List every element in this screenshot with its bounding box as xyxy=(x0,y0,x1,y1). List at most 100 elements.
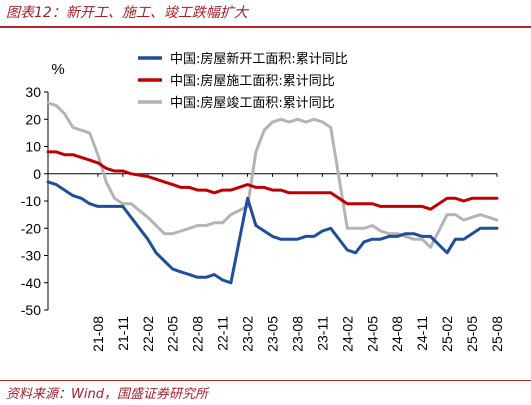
data-point xyxy=(121,169,125,173)
x-tick-label: 24-08 xyxy=(389,316,405,352)
data-point xyxy=(88,158,91,162)
x-tick-label: 25-05 xyxy=(464,316,480,352)
data-point xyxy=(454,197,457,200)
data-point xyxy=(479,197,482,200)
data-point xyxy=(221,188,224,192)
data-point xyxy=(96,161,100,165)
data-point xyxy=(495,218,499,222)
x-tick-label: 22-02 xyxy=(140,316,156,352)
data-point xyxy=(387,205,391,208)
x-tick-label: 25-08 xyxy=(489,316,505,352)
data-point xyxy=(445,251,449,254)
data-point xyxy=(71,126,75,129)
data-point xyxy=(213,273,216,276)
data-point xyxy=(312,191,316,195)
data-point xyxy=(262,186,266,189)
data-point xyxy=(55,183,58,186)
data-point xyxy=(188,186,191,189)
data-point xyxy=(80,197,83,200)
data-point xyxy=(146,216,149,219)
data-point xyxy=(462,218,465,222)
legend-label-2: 中国:房屋竣工面积:累计同比 xyxy=(170,95,335,111)
data-point xyxy=(304,191,307,195)
x-tick-label: 24-05 xyxy=(364,316,380,352)
data-point xyxy=(387,235,391,238)
data-point xyxy=(229,281,233,284)
data-point xyxy=(179,186,183,189)
data-point xyxy=(113,205,116,208)
y-tick-label: 30 xyxy=(25,84,41,100)
data-point xyxy=(80,156,83,159)
y-tick-label: -30 xyxy=(21,248,41,264)
data-point xyxy=(129,216,133,219)
x-tick-label: 23-11 xyxy=(314,316,330,351)
data-point xyxy=(445,197,449,200)
data-point xyxy=(105,205,108,208)
data-point xyxy=(121,205,125,208)
data-point xyxy=(146,237,149,241)
data-point xyxy=(379,229,382,233)
source-note: 资料来源：Wind，国盛证券研究所 xyxy=(6,387,208,402)
series-layer xyxy=(46,101,499,285)
data-point xyxy=(462,199,465,203)
data-point xyxy=(88,131,91,135)
data-point xyxy=(55,104,58,107)
x-tick-label: 23-08 xyxy=(289,316,305,352)
data-point xyxy=(154,224,158,227)
chart-title: 图表12：新开工、施工、竣工跌幅扩大 xyxy=(6,5,248,21)
data-point xyxy=(346,227,349,230)
data-point xyxy=(113,169,116,173)
data-point xyxy=(279,237,283,241)
data-point xyxy=(312,235,316,238)
data-point xyxy=(487,227,490,230)
data-point xyxy=(113,197,116,200)
data-point xyxy=(354,251,357,254)
data-point xyxy=(229,188,233,192)
data-point xyxy=(296,191,299,195)
y-tick-label: -10 xyxy=(21,193,41,209)
data-point xyxy=(487,197,490,200)
data-point xyxy=(146,175,149,178)
data-point xyxy=(163,180,166,184)
data-point xyxy=(271,120,274,124)
data-point xyxy=(154,178,158,181)
data-point xyxy=(329,126,332,129)
data-point xyxy=(262,128,266,132)
data-point xyxy=(404,205,407,208)
x-tick-label: 23-02 xyxy=(240,316,256,352)
data-point xyxy=(271,235,274,238)
y-tick-label: 10 xyxy=(25,139,41,155)
data-point xyxy=(188,227,191,230)
data-point xyxy=(254,186,258,189)
data-point xyxy=(371,237,374,241)
x-tick-label: 22-05 xyxy=(165,316,181,352)
data-point xyxy=(387,232,391,235)
data-point xyxy=(287,191,291,195)
x-tick-label: 22-11 xyxy=(215,316,231,351)
data-point xyxy=(221,221,224,224)
data-point xyxy=(429,246,432,249)
data-point xyxy=(479,213,482,216)
data-point xyxy=(321,120,324,124)
data-point xyxy=(96,153,100,156)
x-tick-label: 21-08 xyxy=(90,316,106,352)
x-tick-label: 25-02 xyxy=(439,316,455,352)
data-point xyxy=(71,194,75,197)
data-point xyxy=(287,120,291,124)
data-point xyxy=(296,237,299,241)
data-point xyxy=(404,232,407,235)
data-point xyxy=(96,205,100,208)
data-point xyxy=(246,183,249,186)
data-point xyxy=(221,278,224,282)
data-point xyxy=(196,188,199,192)
data-point xyxy=(371,224,374,227)
y-unit-label: % xyxy=(51,61,64,78)
data-point xyxy=(396,235,399,238)
axes: % 30 20 10 0 -10 -20 -30 -40 -50 21-08 21-11 22-02 22… xyxy=(21,61,505,352)
data-point xyxy=(329,191,332,195)
data-point xyxy=(412,205,416,208)
data-point xyxy=(63,153,66,156)
data-point xyxy=(154,251,158,254)
y-tick-label: 20 xyxy=(25,111,41,127)
data-point xyxy=(312,118,316,121)
